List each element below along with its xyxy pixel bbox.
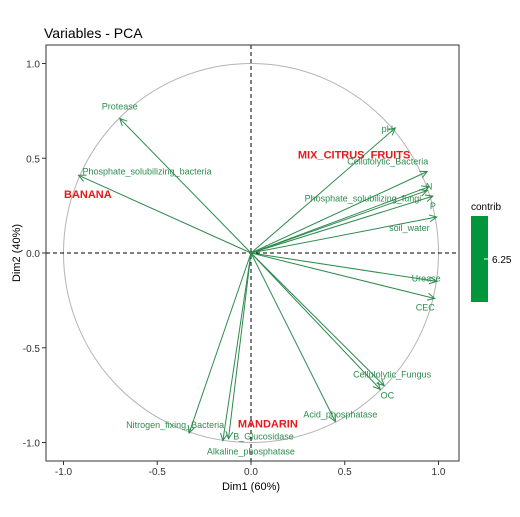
arrow-shaft: [250, 252, 437, 282]
x-tick-label: 1.0: [432, 467, 446, 478]
arrow-shaft: [250, 252, 336, 422]
y-tick-label: 0.0: [26, 249, 40, 260]
variable-label: Cellulolytic_Fungus: [353, 370, 432, 380]
arrow-shaft: [222, 252, 252, 441]
variable-arrow: Cellulolytic_Bacteria: [250, 157, 429, 254]
arrow-shaft: [188, 252, 252, 434]
variable-label: pH: [382, 124, 394, 134]
arrow-head: [419, 189, 429, 197]
chart-title: Variables - PCA: [44, 25, 143, 41]
variable-arrow: CEC: [250, 252, 436, 312]
variable-label: Nitrogen_fixing_Bacteria: [126, 420, 224, 430]
variable-label: Protease: [102, 101, 138, 111]
x-tick-label: -1.0: [55, 467, 73, 478]
arrow-shaft: [250, 252, 385, 387]
y-tick-label: -1.0: [23, 439, 41, 450]
variable-label: N: [426, 182, 433, 192]
arrow-shaft: [250, 216, 437, 254]
variable-arrow: B_Glucosidase: [225, 252, 294, 442]
variable-arrow: Phosphate_solubilizing_bacteria: [77, 166, 252, 254]
y-tick-label: 1.0: [26, 60, 40, 71]
arrow-head: [328, 413, 336, 423]
x-tick-label: 0.0: [244, 467, 258, 478]
legend: contrib 6.25: [471, 202, 512, 302]
arrow-head: [428, 214, 438, 223]
x-tick-label: -0.5: [149, 467, 167, 478]
arrow-shaft: [250, 127, 396, 254]
variable-arrow: Acid_phosphatase: [250, 252, 377, 423]
variable-arrow: soil_water: [250, 214, 438, 254]
x-tick-label: 0.5: [338, 467, 352, 478]
legend-colorbar: [471, 216, 488, 302]
variable-arrow: P: [250, 194, 436, 254]
y-tick-label: 0.5: [26, 154, 40, 165]
arrow-head: [419, 170, 429, 179]
arrow-head: [387, 127, 397, 136]
arrow-head: [118, 117, 128, 127]
legend-title: contrib: [471, 202, 501, 213]
variable-label: B_Glucosidase: [233, 432, 294, 442]
arrow-head: [426, 292, 436, 301]
group-label: BANANA: [64, 189, 112, 201]
variable-label: Acid_phosphatase: [303, 410, 377, 420]
variable-label: Alkaline_phosphatase: [207, 447, 295, 457]
variable-arrow: pH: [250, 124, 397, 254]
variable-label: CEC: [416, 302, 436, 312]
variable-label: Urease: [412, 273, 441, 283]
variable-arrow: Protease: [102, 101, 252, 254]
axes: -1.0 -0.5 0.0 0.5 1.0 1.0 0.5 0.0 -0.5 -1.0: [23, 44, 460, 478]
arrow-head: [220, 432, 228, 442]
arrow-shaft: [78, 174, 252, 254]
arrow-head: [77, 174, 87, 182]
plot-area: Protease Phosphate_solubilizing_bacteria p…: [46, 45, 459, 461]
arrow-head: [187, 425, 196, 435]
arrow-shaft: [250, 189, 428, 254]
arrow-shaft: [119, 118, 252, 254]
variable-arrow: Nitrogen_fixing_Bacteria: [126, 252, 252, 435]
variable-arrow: Alkaline_phosphatase: [207, 252, 295, 457]
arrow-shaft: [250, 252, 381, 390]
variable-arrow: Phosphate_solubilizing_fungi: [250, 189, 429, 254]
y-axis-label: Dim2 (40%): [11, 224, 23, 282]
variable-label: OC: [381, 390, 395, 400]
arrow-shaft: [228, 252, 252, 439]
variable-label: Phosphate_solubilizing_bacteria: [83, 166, 212, 176]
arrow-head: [225, 430, 234, 440]
arrow-shaft: [250, 171, 428, 254]
variable-label: soil_water: [389, 223, 430, 233]
variable-label: P: [430, 201, 436, 211]
variable-label: Phosphate_solubilizing_fungi: [305, 193, 422, 203]
group-label: MANDARIN: [238, 418, 298, 430]
variable-arrow: Urease: [250, 252, 441, 285]
x-axis-label: Dim1 (60%): [222, 481, 280, 493]
arrow-head: [424, 194, 434, 202]
y-tick-label: -0.5: [23, 344, 41, 355]
variable-label: Cellulolytic_Bacteria: [347, 157, 428, 167]
group-label: MIX_CITRUS_FRUITS: [298, 149, 410, 161]
variable-arrow: OC: [250, 252, 395, 400]
arrow-head: [372, 381, 382, 391]
arrow-shaft: [250, 195, 434, 254]
legend-label: 6.25: [492, 255, 512, 266]
arrow-shaft: [250, 252, 435, 299]
arrow-head: [428, 276, 438, 285]
